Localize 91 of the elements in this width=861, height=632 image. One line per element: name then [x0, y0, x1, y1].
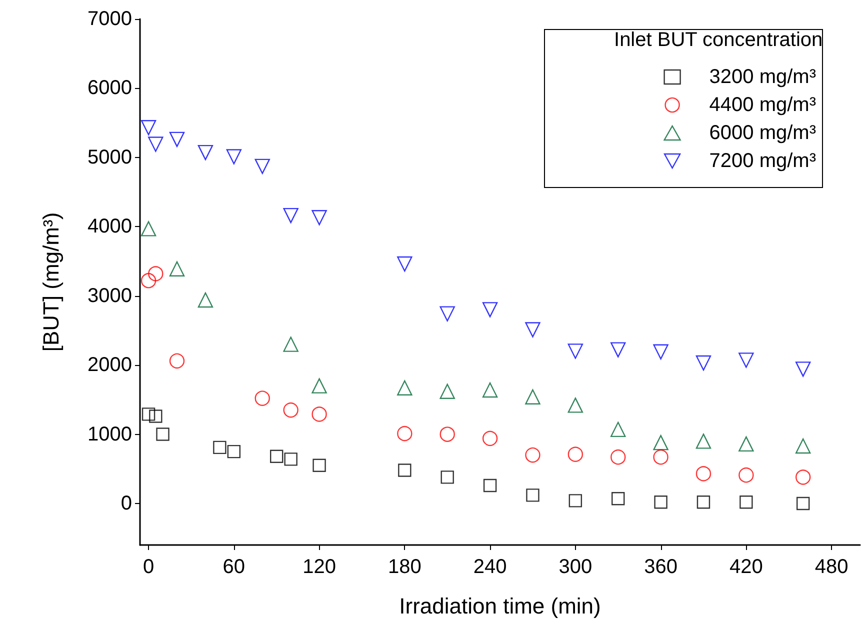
point [156, 428, 170, 441]
point [795, 362, 811, 377]
y-tick-label: 7000 [88, 8, 132, 30]
point [795, 438, 811, 454]
x-tick-label: 480 [814, 556, 848, 578]
point [440, 470, 454, 484]
point [254, 158, 270, 174]
point [738, 352, 754, 368]
point [312, 458, 326, 472]
point [526, 488, 540, 502]
point [283, 208, 298, 224]
point [610, 342, 626, 358]
point [440, 306, 455, 322]
point [140, 120, 156, 136]
point [312, 406, 327, 422]
y-tick-label: 5000 [88, 146, 132, 168]
y-tick-label: 3000 [88, 284, 132, 307]
point [696, 355, 712, 371]
x-tick-label: 120 [302, 556, 336, 578]
x-tick-label: 240 [473, 556, 507, 578]
point [482, 382, 498, 398]
point [653, 434, 668, 450]
point [148, 136, 164, 152]
point [312, 210, 327, 226]
point [140, 273, 156, 288]
legend-label: 4400 mg/m³ [709, 94, 816, 116]
point [796, 496, 810, 510]
point [696, 495, 710, 509]
legend-title: Inlet BUT concentration [614, 29, 823, 51]
x-tick-label: 300 [558, 556, 592, 578]
point [169, 353, 185, 368]
point [525, 389, 540, 404]
point [482, 302, 498, 318]
legend-label: 6000 mg/m³ [709, 122, 816, 144]
point [653, 450, 668, 465]
point [568, 446, 584, 462]
point [169, 132, 185, 148]
legend-label: 7200 mg/m³ [709, 150, 816, 172]
point [254, 390, 270, 406]
point [612, 492, 625, 506]
point [738, 436, 754, 452]
legend-label: 3200 mg/m³ [709, 66, 816, 88]
point [226, 149, 242, 164]
point [610, 422, 626, 438]
point [140, 221, 156, 236]
point [440, 384, 455, 399]
y-tick-label: 0 [120, 492, 132, 514]
point [525, 447, 540, 463]
point [398, 464, 412, 477]
point [198, 292, 214, 308]
point [283, 336, 298, 352]
y-axis-title: [BUT] (mg/m³) [38, 212, 64, 352]
point [740, 495, 753, 509]
point [142, 408, 156, 421]
point [525, 322, 540, 338]
y-tick-label: 6000 [88, 77, 132, 100]
point [440, 426, 455, 442]
point [696, 466, 712, 482]
point [795, 470, 811, 485]
x-tick-label: 420 [729, 556, 763, 578]
point [397, 426, 412, 442]
x-tick-label: 60 [222, 556, 246, 578]
point [483, 478, 497, 492]
point [397, 256, 412, 272]
point [284, 452, 298, 466]
point [312, 378, 327, 394]
point [568, 494, 582, 508]
x-axis-title: Irradiation time (min) [399, 594, 601, 618]
point [654, 495, 668, 509]
point [653, 344, 668, 360]
y-tick-label: 1000 [88, 423, 132, 446]
point [696, 434, 712, 449]
point [610, 450, 626, 465]
point [198, 144, 214, 160]
x-tick-label: 0 [142, 556, 154, 578]
point [568, 398, 584, 413]
point [148, 266, 164, 282]
point [213, 440, 226, 454]
point [227, 444, 241, 458]
y-tick-label: 2000 [88, 354, 132, 376]
point [482, 430, 498, 446]
x-tick-label: 180 [388, 556, 422, 578]
x-tick-label: 360 [644, 556, 678, 578]
point [169, 261, 185, 276]
y-tick-label: 4000 [88, 216, 132, 238]
point [149, 410, 162, 423]
point [397, 380, 412, 396]
point [283, 402, 298, 418]
point [738, 468, 754, 483]
point [568, 344, 584, 359]
point [270, 450, 284, 464]
